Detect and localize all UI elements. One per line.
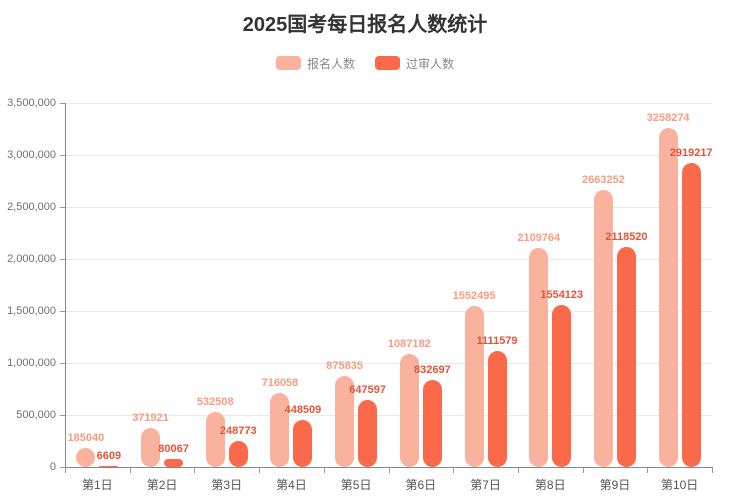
bar[interactable] <box>487 351 507 467</box>
x-axis-line <box>65 467 713 468</box>
gridline <box>65 103 712 104</box>
x-axis-label: 第4日 <box>276 478 307 492</box>
x-axis-label: 第9日 <box>599 478 631 492</box>
legend-item[interactable]: 报名人数 <box>275 55 355 72</box>
bar-value-label: 832697 <box>413 364 451 377</box>
x-axis-label: 第8日 <box>534 478 566 492</box>
x-axis-label: 第10日 <box>660 478 699 492</box>
bar-value-label: 1554123 <box>540 289 584 302</box>
x-axis-label: 第5日 <box>340 478 372 492</box>
bar[interactable] <box>552 305 572 467</box>
y-axis-tick <box>60 259 65 260</box>
y-axis-tick <box>60 363 65 364</box>
bar-value-label: 1552495 <box>452 289 496 302</box>
bar-value-label: 716058 <box>261 376 299 389</box>
bar[interactable] <box>422 380 442 467</box>
x-axis-tick <box>712 468 713 473</box>
bar[interactable] <box>658 128 678 467</box>
y-axis-label: 0 <box>49 461 56 473</box>
y-axis-label: 1,000,000 <box>7 357 56 369</box>
bar[interactable] <box>293 420 313 467</box>
bar[interactable] <box>76 447 96 467</box>
legend-item[interactable]: 过审人数 <box>375 55 454 72</box>
y-axis-label: 1,500,000 <box>7 305 56 317</box>
gridline <box>65 415 712 416</box>
legend: 报名人数 过审人数 <box>0 55 730 71</box>
y-axis-label: 500,000 <box>16 409 56 421</box>
gridline <box>65 311 712 312</box>
gridline <box>65 155 712 156</box>
bar[interactable] <box>593 190 613 467</box>
bar[interactable] <box>681 163 701 467</box>
bar[interactable] <box>141 428 161 467</box>
x-axis-tick <box>388 468 390 473</box>
bar[interactable] <box>99 466 119 467</box>
y-axis-tick <box>60 207 65 208</box>
bar-value-label: 2919217 <box>669 147 713 160</box>
bar-value-label: 185040 <box>67 431 105 444</box>
legend-swatch-icon <box>275 56 301 70</box>
gridline <box>65 363 712 364</box>
x-axis-tick <box>517 468 519 473</box>
x-axis-tick <box>647 468 649 473</box>
gridline <box>65 259 712 260</box>
bar-value-label: 2109764 <box>517 231 561 244</box>
x-axis-label: 第1日 <box>82 478 113 492</box>
legend-label: 过审人数 <box>406 56 455 71</box>
chart-title: 2025国考每日报名人数统计 <box>242 14 488 36</box>
bar-value-label: 875835 <box>326 359 363 372</box>
bar[interactable] <box>164 458 184 467</box>
x-axis-tick <box>194 468 196 473</box>
bar[interactable] <box>358 399 378 467</box>
x-axis-tick <box>259 468 261 473</box>
x-axis-tick <box>323 468 325 473</box>
y-axis-tick <box>60 415 65 416</box>
bar-value-label: 3258274 <box>646 112 690 125</box>
y-axis-tick <box>60 155 65 156</box>
bar[interactable] <box>464 305 484 467</box>
x-axis-label: 第6日 <box>405 478 437 492</box>
bar-value-label: 248773 <box>219 425 257 438</box>
bar-value-label: 647597 <box>349 383 386 396</box>
legend-swatch-icon <box>375 56 400 70</box>
bar[interactable] <box>399 353 419 467</box>
bar-value-label: 2663252 <box>582 174 625 187</box>
bar[interactable] <box>228 441 248 467</box>
bar-value-label: 1111579 <box>476 335 518 348</box>
bar-value-label: 532508 <box>196 395 234 408</box>
bar[interactable] <box>335 375 355 467</box>
x-axis-label: 第3日 <box>211 478 243 492</box>
bar[interactable] <box>616 246 636 467</box>
bar-value-label: 448509 <box>284 404 322 417</box>
bar-value-label: 2118520 <box>605 230 648 243</box>
gridline <box>65 207 712 208</box>
bar[interactable] <box>205 411 225 467</box>
bar-value-label: 371921 <box>132 412 169 425</box>
y-axis-tick <box>60 311 65 312</box>
y-axis-tick <box>60 103 65 104</box>
legend-label: 报名人数 <box>306 56 355 71</box>
x-axis-label: 第7日 <box>470 478 501 492</box>
y-axis-label: 2,500,000 <box>7 201 56 213</box>
y-axis-label: 3,000,000 <box>7 149 56 161</box>
y-axis-tick <box>60 467 65 468</box>
y-axis-label: 2,000,000 <box>7 253 56 265</box>
bar-value-label: 80067 <box>158 442 189 455</box>
bar-value-label: 1087182 <box>387 337 431 350</box>
x-axis-tick <box>129 468 131 473</box>
y-axis-line <box>65 103 66 467</box>
y-axis-label: 3,500,000 <box>7 97 56 109</box>
bar[interactable] <box>270 392 290 467</box>
bar-value-label: 6609 <box>96 450 122 462</box>
x-axis-label: 第2日 <box>146 478 178 492</box>
x-axis-tick <box>582 468 584 473</box>
bar[interactable] <box>529 247 549 467</box>
x-axis-tick <box>453 468 455 473</box>
x-axis-tick <box>65 468 66 473</box>
